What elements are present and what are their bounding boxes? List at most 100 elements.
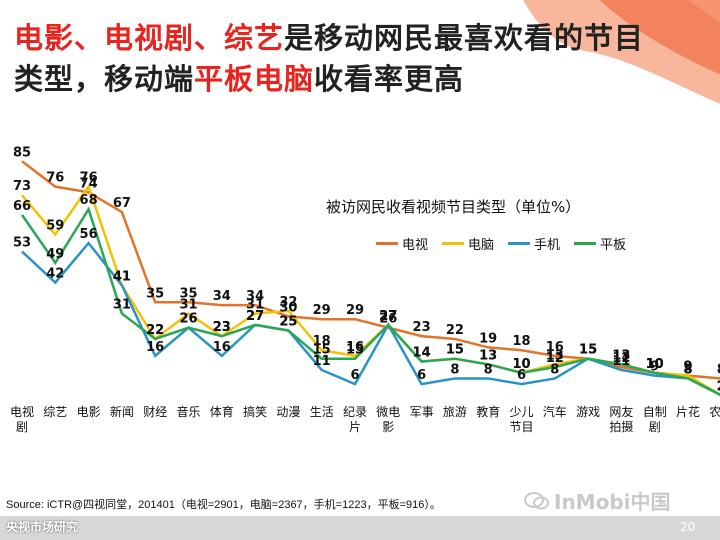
x-tick-label-20: 片花 <box>676 404 700 419</box>
data-label-s0-10: 29 <box>346 303 364 318</box>
data-label-s2-6: 16 <box>213 340 231 355</box>
data-label-s2-4: 16 <box>146 340 164 355</box>
data-label-s2-3: 41 <box>113 269 131 284</box>
wechat-icon <box>524 491 549 509</box>
x-tick-label-7: 搞笑 <box>243 404 267 419</box>
series-line-2 <box>21 241 720 397</box>
data-label-s0-3: 67 <box>113 196 131 211</box>
legend-swatch-tablet <box>574 242 597 245</box>
data-label-s2-20: 8 <box>683 362 692 377</box>
data-label-s2-10: 6 <box>350 368 359 383</box>
data-label-s0-6: 34 <box>213 289 231 304</box>
data-label-s1-16: 13 <box>546 348 564 363</box>
x-tick-label-13: 旅游 <box>443 405 467 419</box>
data-label-s3-5: 26 <box>179 312 197 327</box>
data-label-s2-2: 56 <box>80 227 98 242</box>
data-label-s2-5: 26 <box>179 312 197 327</box>
data-label-s0-15: 18 <box>512 334 530 349</box>
legend-swatch-pc <box>442 242 465 245</box>
chart-legend: 电视 电脑 手机 平板 <box>376 234 626 253</box>
x-tick-label-16: 汽车 <box>543 404 567 419</box>
x-tick-label-18: 网友拍摄 <box>609 405 633 434</box>
data-label-s2-17: 15 <box>579 343 597 358</box>
data-label-s0-14: 19 <box>479 331 497 346</box>
data-label-s1-15: 10 <box>512 357 530 372</box>
inmobi-watermark: InMobi中国 <box>524 486 671 515</box>
data-label-s3-1: 49 <box>46 247 64 262</box>
data-label-s3-6: 23 <box>213 320 231 335</box>
x-tick-label-11: 微电影 <box>376 405 400 434</box>
data-label-s3-10: 15 <box>346 343 364 358</box>
data-label-s2-14: 8 <box>484 362 493 377</box>
data-label-s0-13: 22 <box>446 323 464 338</box>
data-label-s0-17: 15 <box>579 343 597 358</box>
x-tick-label-1: 综艺 <box>43 405 67 419</box>
data-label-s1-0: 73 <box>13 179 31 194</box>
series-line-0 <box>21 160 720 380</box>
x-tick-label-12: 军事 <box>410 405 434 419</box>
x-tick-label-0: 电视剧 <box>10 404 34 434</box>
x-tick-label-10: 纪录片 <box>343 405 367 434</box>
data-label-s0-9: 29 <box>313 303 331 318</box>
source-note: Source: iCTR@四视同堂，201401（电视=2901，电脑=2367… <box>6 499 441 511</box>
decorative-swoosh <box>523 0 720 104</box>
legend-item-pc: 电脑 <box>442 234 494 253</box>
ctr-watermark: 央视市场研究 <box>6 520 79 534</box>
data-label-s3-2: 68 <box>80 193 98 208</box>
x-tick-label-8: 动漫 <box>276 405 300 419</box>
data-label-s1-20: 9 <box>683 360 692 375</box>
title-text-main: 是移动网民最喜欢看的节目类型，移动端 <box>14 21 645 96</box>
data-label-s1-11: 27 <box>379 309 397 324</box>
data-label-s2-7: 27 <box>246 309 264 324</box>
data-label-s1-4: 22 <box>146 323 164 338</box>
data-label-s1-7: 31 <box>246 298 264 313</box>
data-label-s2-0: 53 <box>13 236 31 251</box>
legend-swatch-tv <box>376 242 398 245</box>
data-label-s2-19: 9 <box>650 360 659 375</box>
data-label-s1-19: 10 <box>646 357 664 372</box>
x-tick-label-5: 音乐 <box>176 404 200 419</box>
data-label-s1-6: 23 <box>213 320 231 335</box>
data-label-s0-0: 85 <box>13 145 31 160</box>
legend-item-mobile: 手机 <box>508 234 560 253</box>
data-label-s1-18: 13 <box>612 348 630 363</box>
title-highlight-genres: 电影、电视剧、综艺 <box>14 21 285 55</box>
data-label-s2-12: 6 <box>417 368 426 383</box>
data-label-s0-12: 23 <box>413 320 431 335</box>
data-label-s1-10: 16 <box>346 340 364 355</box>
x-tick-label-2: 电影 <box>77 405 101 419</box>
x-tick-label-19: 自制剧 <box>643 405 667 434</box>
legend-label-tablet: 平板 <box>600 238 627 253</box>
data-label-s0-2: 74 <box>80 176 98 191</box>
data-label-s1-21: 2 <box>717 379 720 394</box>
legend-item-tv: 电视 <box>376 234 428 253</box>
data-label-s3-21: 2 <box>717 379 720 394</box>
slide-title: 电影、电视剧、综艺是移动网民最喜欢看的节目类型，移动端平板电脑收看率更高 <box>14 18 674 100</box>
data-label-s0-11: 26 <box>379 312 397 327</box>
data-label-s1-2: 76 <box>80 171 98 186</box>
data-label-s0-8: 30 <box>279 300 297 315</box>
data-label-s1-14: 13 <box>479 348 497 363</box>
data-label-s3-13: 15 <box>446 343 464 358</box>
data-label-s2-18: 11 <box>612 354 630 369</box>
x-tick-label-3: 新闻 <box>110 404 134 419</box>
data-label-s3-19: 10 <box>646 357 664 372</box>
data-label-s3-7: 27 <box>246 309 264 324</box>
data-label-s0-21: 8 <box>717 362 720 377</box>
x-tick-label-6: 体育 <box>210 404 234 419</box>
data-label-s0-18: 12 <box>612 351 630 366</box>
title-highlight-tablet: 平板电脑 <box>194 62 315 96</box>
data-label-s1-17: 15 <box>579 343 597 358</box>
data-label-s1-12: 14 <box>413 346 431 361</box>
data-label-s3-14: 13 <box>479 348 497 363</box>
inmobi-watermark-text: InMobi中国 <box>554 490 671 514</box>
data-label-s2-11: 27 <box>379 309 397 324</box>
data-label-s2-13: 8 <box>450 362 459 377</box>
series-line-3 <box>20 206 720 397</box>
title-text-end: 收看率更高 <box>314 62 465 96</box>
footer-bar <box>0 516 720 540</box>
data-label-s1-9: 18 <box>313 334 331 349</box>
data-label-s3-18: 13 <box>612 348 630 363</box>
data-label-s3-11: 27 <box>379 309 397 324</box>
